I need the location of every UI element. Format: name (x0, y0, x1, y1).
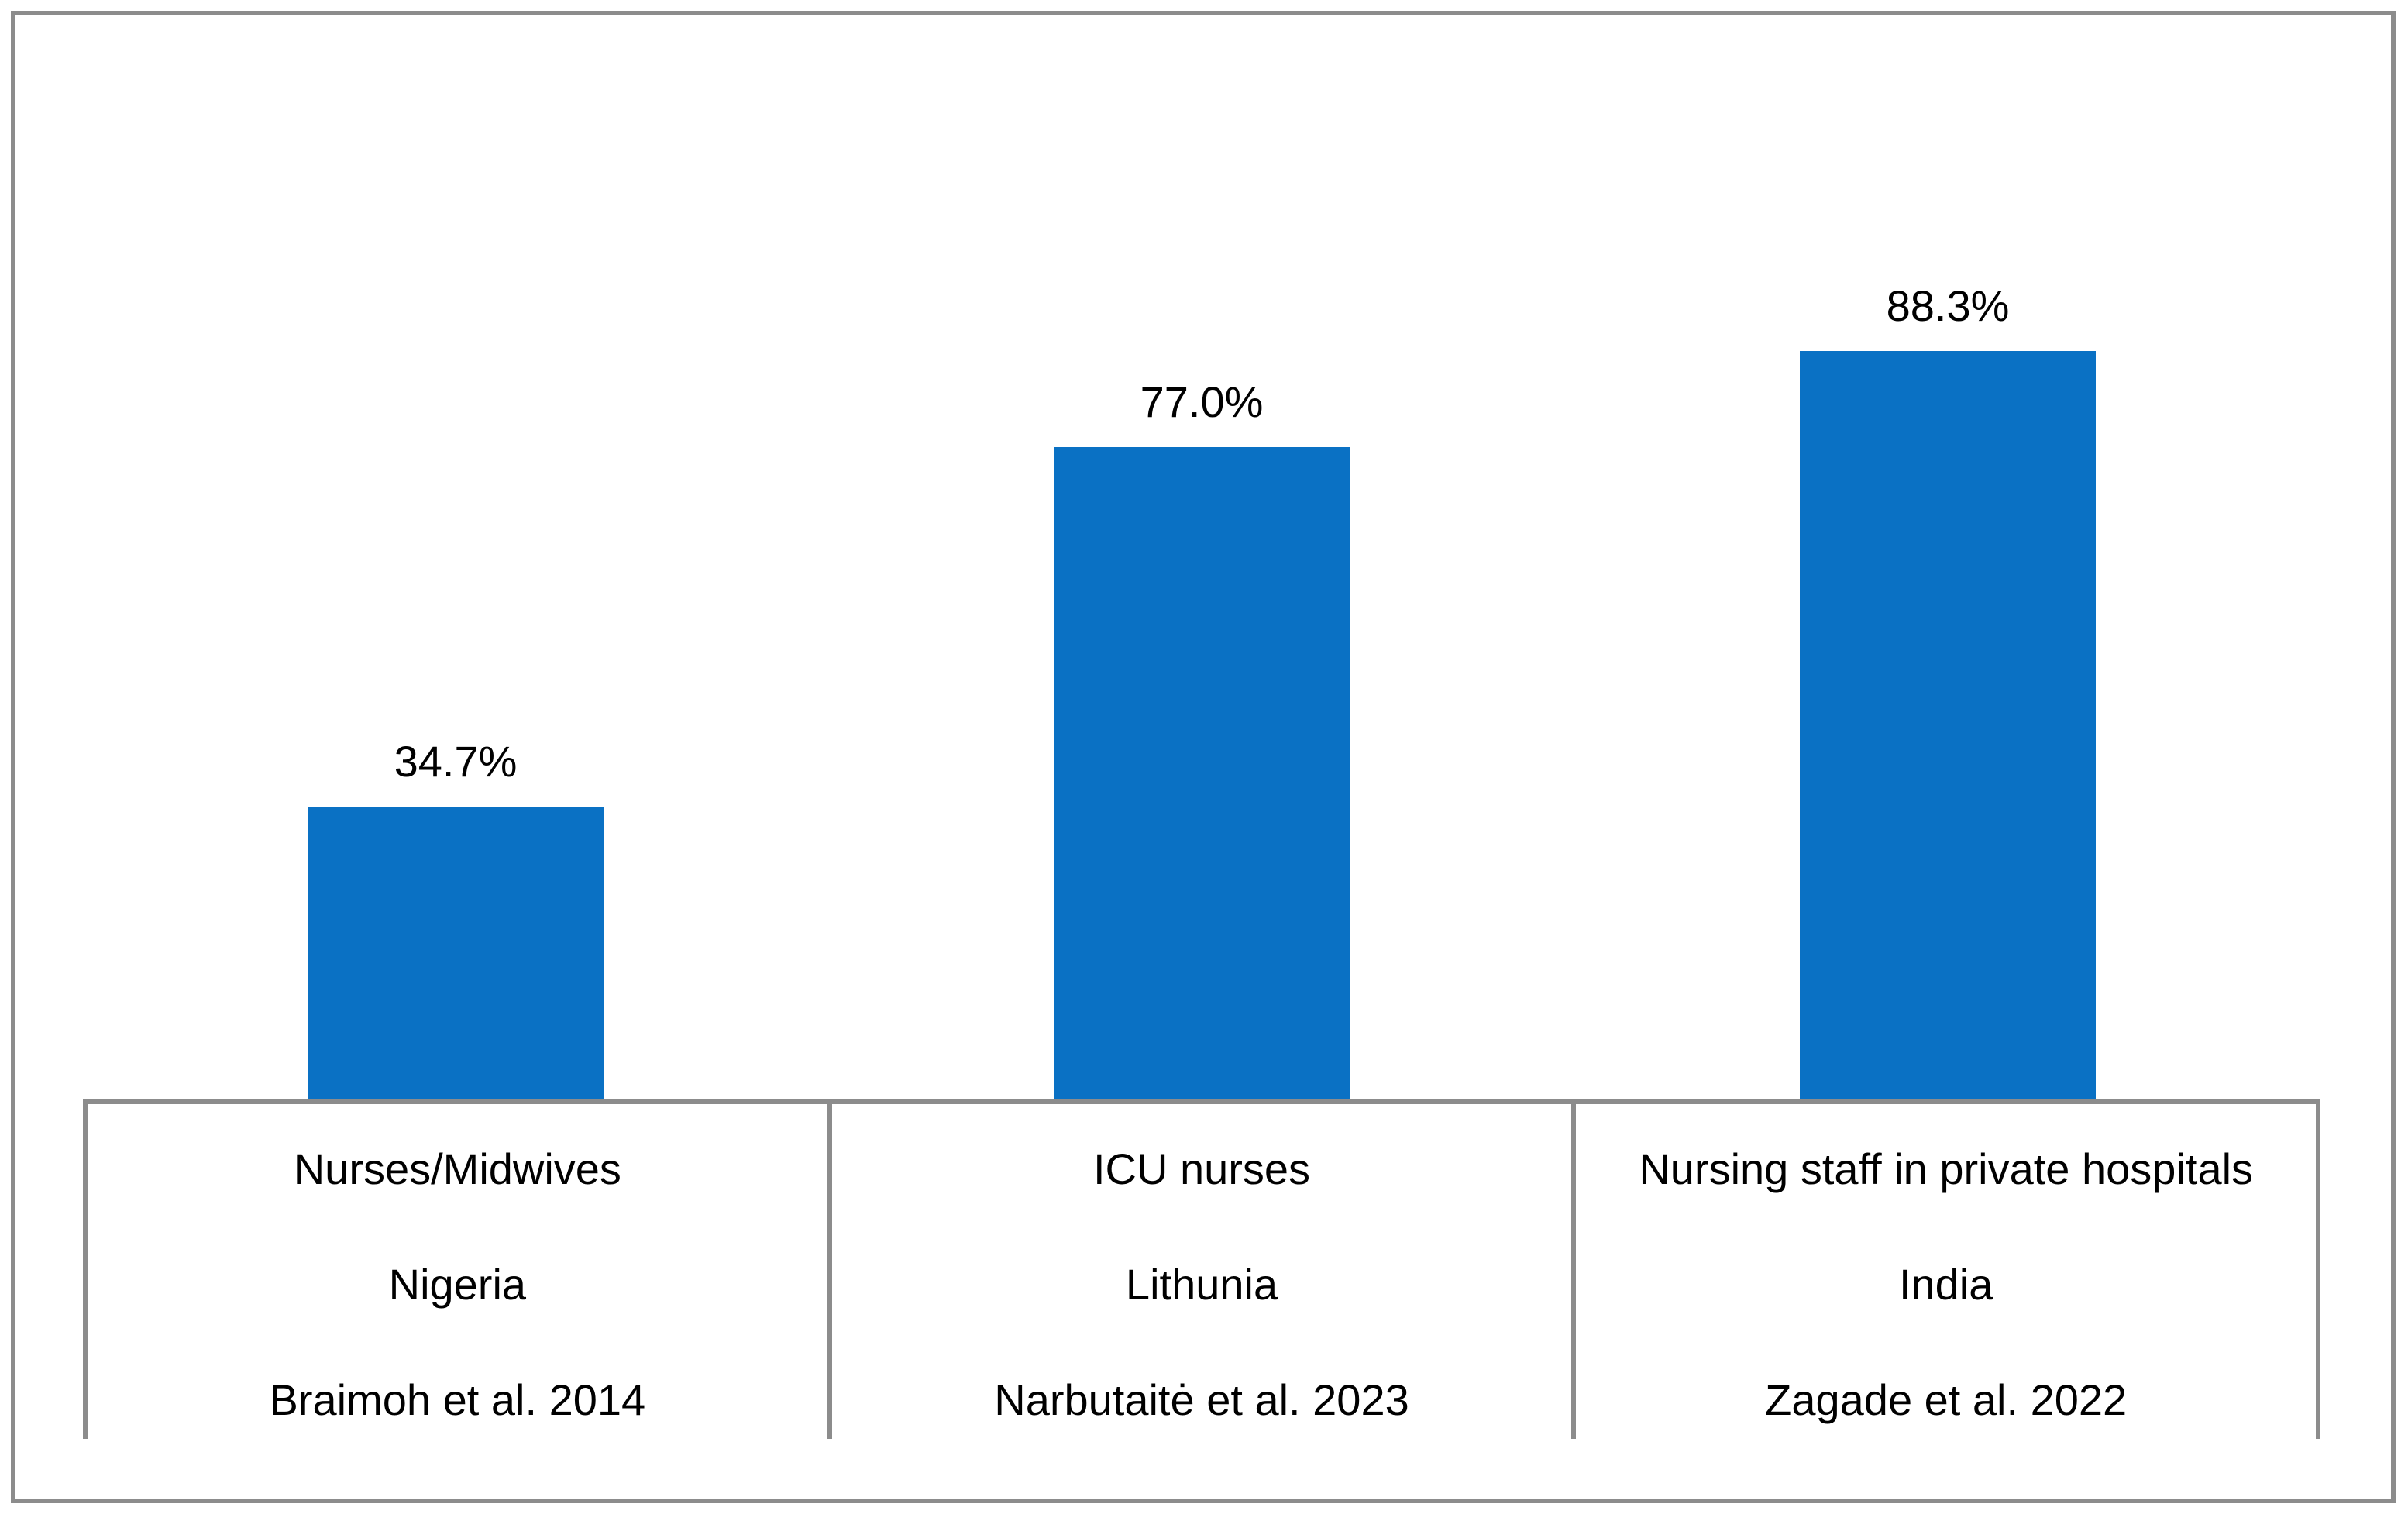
category-group-label: ICU nurses (1092, 1144, 1311, 1193)
category-country-label: Nigeria (388, 1260, 527, 1309)
category-cell: Nurses/Midwives Nigeria Braimoh et al. 201… (83, 1104, 827, 1439)
category-country-label: Lithunia (1125, 1260, 1278, 1309)
bar (1800, 351, 2096, 1102)
bar-value-label: 88.3% (1886, 281, 2010, 330)
bar (1054, 447, 1350, 1102)
category-cell: Nursing staff in private hospitals India Z… (1571, 1104, 2321, 1439)
category-source-label: Zagade et al. 2022 (1765, 1375, 2128, 1424)
category-group-label: Nurses/Midwives (293, 1144, 621, 1193)
bar-value-label: 77.0% (1140, 377, 1264, 426)
category-source-label: Braimoh et al. 2014 (269, 1375, 646, 1424)
category-table: Nurses/Midwives Nigeria Braimoh et al. 201… (83, 1099, 2321, 1439)
category-source-label: Narbutaitė et al. 2023 (994, 1375, 1409, 1424)
category-cell: ICU nurses Lithunia Narbutaitė et al. 2023 (827, 1104, 1572, 1439)
category-country-label: India (1898, 1260, 1993, 1309)
category-group-label: Nursing staff in private hospitals (1639, 1144, 2254, 1193)
bar-value-label: 34.7% (394, 737, 518, 786)
bar (308, 807, 604, 1102)
